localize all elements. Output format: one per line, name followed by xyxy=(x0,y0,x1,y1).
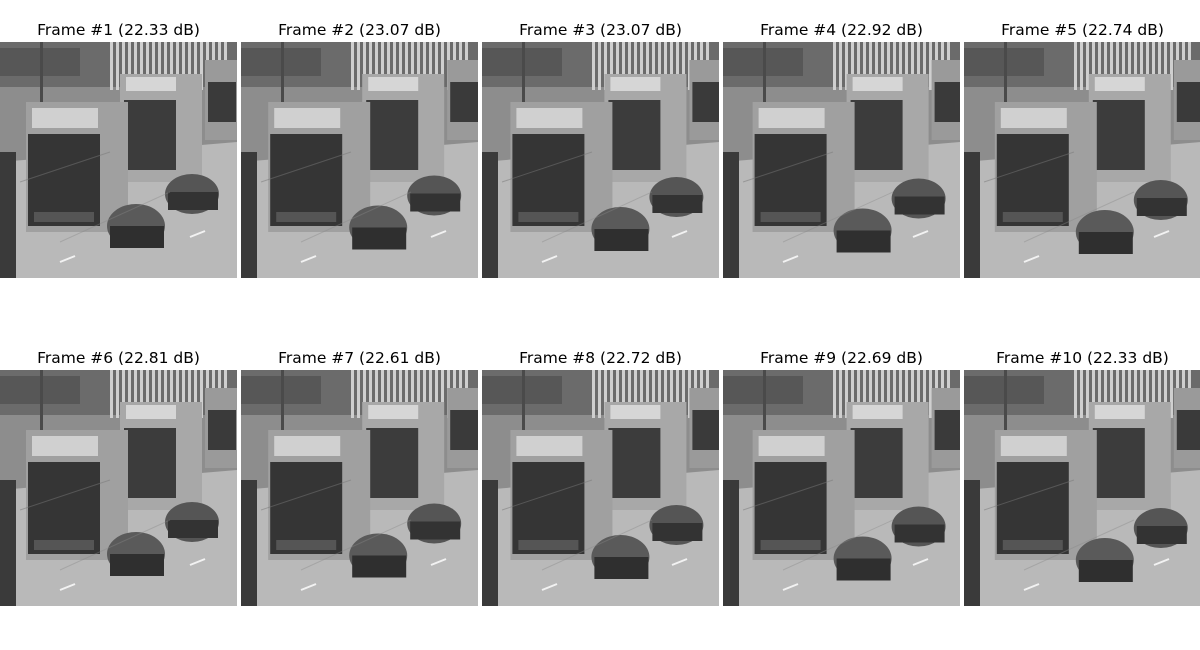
frame-image xyxy=(723,370,960,606)
frame-image xyxy=(241,370,478,606)
frame-title: Frame #9 (22.69 dB) xyxy=(760,349,923,367)
frame-image xyxy=(482,42,719,278)
frame-image xyxy=(964,42,1200,278)
frame-title: Frame #5 (22.74 dB) xyxy=(1001,21,1164,39)
frame-title: Frame #8 (22.72 dB) xyxy=(519,349,682,367)
frame-title: Frame #4 (22.92 dB) xyxy=(760,21,923,39)
frame-image xyxy=(0,370,237,606)
frame-image xyxy=(241,42,478,278)
frame-title: Frame #1 (22.33 dB) xyxy=(37,21,200,39)
frame-image xyxy=(964,370,1200,606)
frame-image xyxy=(482,370,719,606)
frame-title: Frame #3 (23.07 dB) xyxy=(519,21,682,39)
frame-title: Frame #10 (22.33 dB) xyxy=(996,349,1169,367)
frame-image xyxy=(723,42,960,278)
frame-title: Frame #2 (23.07 dB) xyxy=(278,21,441,39)
frame-title: Frame #7 (22.61 dB) xyxy=(278,349,441,367)
frame-image xyxy=(0,42,237,278)
frame-title: Frame #6 (22.81 dB) xyxy=(37,349,200,367)
